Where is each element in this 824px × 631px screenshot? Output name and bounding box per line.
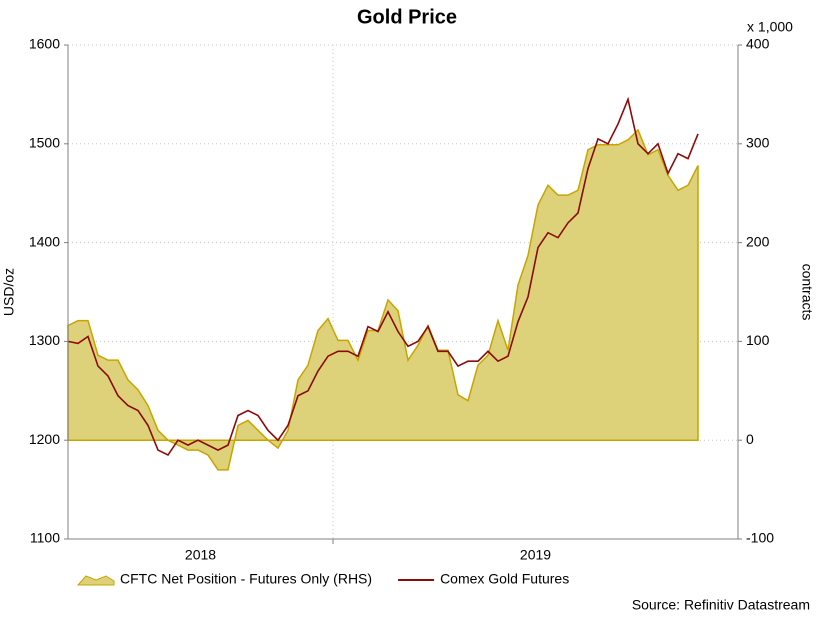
y2-axis-title: contracts [799, 264, 815, 321]
y2-tick-label: 300 [746, 135, 770, 151]
y2-tick-label: 400 [746, 36, 770, 52]
line [67, 96, 699, 457]
y-tick-label: 1500 [29, 135, 60, 151]
y2-tick-label: 0 [746, 431, 754, 447]
legend-label: Comex Gold Futures [440, 571, 569, 587]
y2-tick-label: -100 [746, 530, 774, 546]
x-tick-label: 2019 [520, 547, 551, 563]
y2-unit: x 1,000 [747, 19, 793, 35]
y-axis-title: USD/oz [1, 268, 17, 316]
y-tick-label: 1400 [29, 233, 60, 249]
legend-swatch [76, 575, 115, 586]
y2-tick-label: 200 [746, 233, 770, 249]
y2-tick-label: 100 [746, 332, 770, 348]
y-tick-label: 1600 [29, 36, 60, 52]
source: Source: Refinitiv Datastream [632, 597, 810, 613]
chart-title: Gold Price [357, 6, 457, 28]
y-tick-label: 1200 [29, 431, 60, 447]
x-tick-label: 2018 [185, 547, 216, 563]
area [67, 128, 699, 471]
y-tick-label: 1300 [29, 332, 60, 348]
legend-label: CFTC Net Position - Futures Only (RHS) [120, 571, 372, 587]
y-tick-label: 1100 [30, 530, 60, 546]
